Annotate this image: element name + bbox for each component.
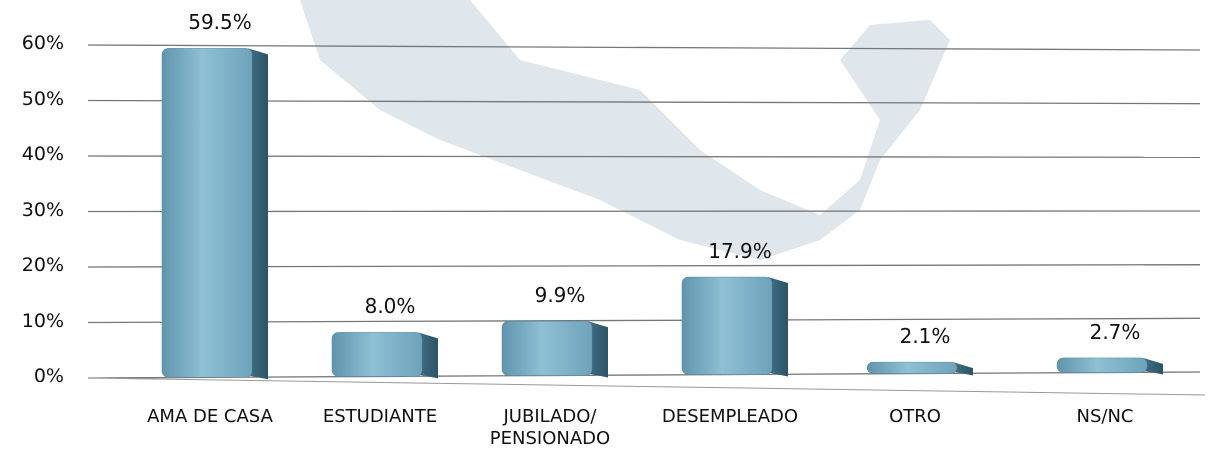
floor-edge — [88, 378, 1205, 395]
y-tick-label: 30% — [2, 199, 64, 221]
bar — [332, 332, 438, 378]
y-tick-label: 40% — [2, 143, 64, 165]
bar-front — [502, 321, 592, 375]
y-tick-label: 0% — [2, 365, 64, 387]
y-tick-label: 50% — [2, 88, 64, 110]
x-tick-label: JUBILADO/ PENSIONADO — [465, 406, 635, 450]
value-label: 2.7% — [1055, 320, 1175, 344]
y-tick-label: 20% — [2, 254, 64, 276]
chart: 0% 10% 20% 30% 40% 50% 60% AMA DE CASA 59.5% ESTU… — [0, 0, 1209, 460]
plot — [0, 0, 1209, 460]
x-tick-label: DESEMPLEADO — [645, 406, 815, 428]
bar-front — [682, 277, 772, 374]
y-tick-label: 10% — [2, 310, 64, 332]
bar-front — [1057, 358, 1147, 373]
bar — [162, 48, 268, 379]
x-tick-label: OTRO — [830, 406, 1000, 428]
bar-front — [867, 362, 957, 373]
value-label: 8.0% — [330, 294, 450, 318]
x-tick-label: NS/NC — [1020, 406, 1190, 428]
value-label: 9.9% — [500, 283, 620, 307]
bar-front — [162, 48, 252, 377]
x-tick-label: ESTUDIANTE — [295, 406, 465, 428]
y-tick-label: 60% — [2, 32, 64, 54]
bar — [502, 321, 608, 377]
bar — [682, 277, 788, 376]
value-label: 59.5% — [160, 10, 280, 34]
value-label: 2.1% — [865, 324, 985, 348]
background-map — [300, 0, 950, 260]
value-label: 17.9% — [680, 239, 800, 263]
x-tick-label: AMA DE CASA — [125, 406, 295, 428]
bar-front — [332, 332, 422, 376]
grid-line — [88, 45, 1200, 50]
